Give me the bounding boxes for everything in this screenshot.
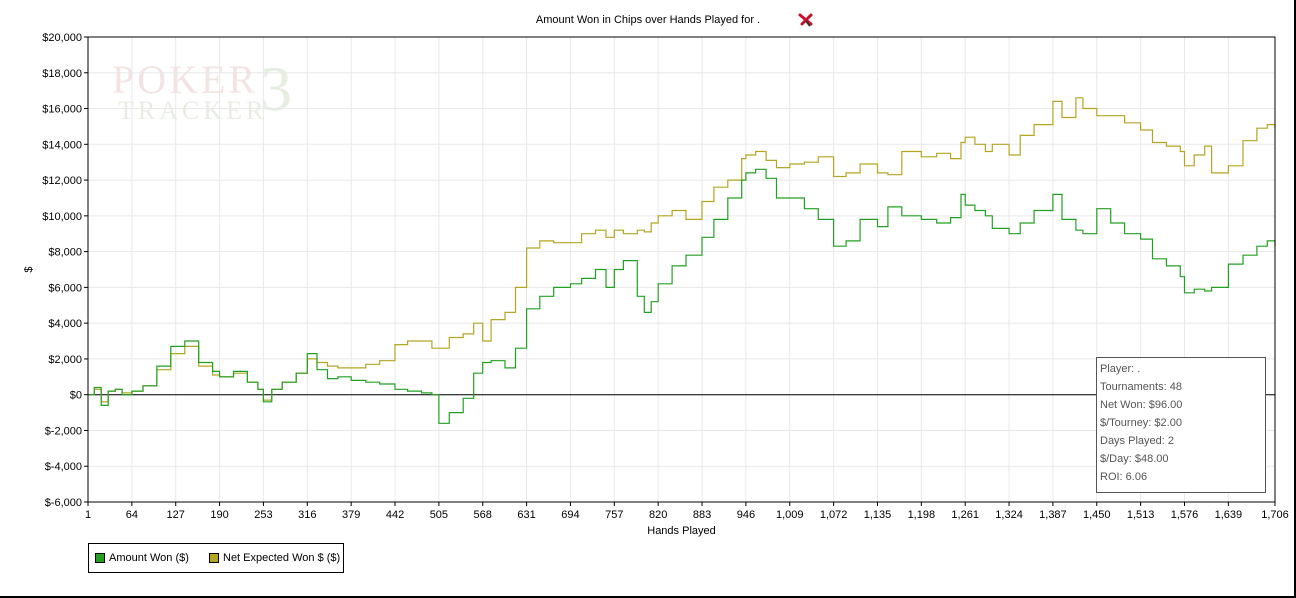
x-tick-label: 1,513 <box>1127 509 1155 521</box>
stat-tournaments: Tournaments: 48 <box>1100 381 1182 393</box>
y-tick-label: $8,000 <box>48 247 82 259</box>
x-tick-label: 190 <box>210 509 228 521</box>
series-line-amount-won <box>88 168 1276 424</box>
x-tick-label: 127 <box>167 509 185 521</box>
x-tick-label: 1,387 <box>1039 509 1067 521</box>
legend-item-amount-won[interactable]: Amount Won ($) <box>95 552 189 564</box>
legend-swatch-net-expected <box>209 553 219 563</box>
legend-item-net-expected[interactable]: Net Expected Won $ ($) <box>209 552 340 564</box>
x-tick-label: 883 <box>693 509 711 521</box>
series-layer <box>88 97 1276 424</box>
x-tick-label: 568 <box>474 509 492 521</box>
y-tick-label: $2,000 <box>48 354 82 366</box>
legend-label-amount-won: Amount Won ($) <box>109 552 189 564</box>
watermark-version: 3 <box>260 53 292 124</box>
y-tick-label: $12,000 <box>42 175 82 187</box>
watermark-tracker: TRACKER <box>118 96 268 125</box>
stat-per-tourney: $/Tourney: $2.00 <box>1100 417 1182 429</box>
x-tick-label: 1,450 <box>1083 509 1111 521</box>
plot-border <box>87 36 1276 503</box>
poker-tracker-watermark: POKER TRACKER 3 <box>112 53 322 130</box>
y-tick-label: $6,000 <box>48 282 82 294</box>
x-tick-label: 1 <box>85 509 91 521</box>
y-tick-label: $16,000 <box>42 104 82 116</box>
x-tick-label: 379 <box>342 509 360 521</box>
x-tick-label: 1,009 <box>776 509 804 521</box>
x-tick-label: 631 <box>517 509 535 521</box>
y-tick-label: $10,000 <box>42 211 82 223</box>
stat-net-won: Net Won: $96.00 <box>1100 399 1183 411</box>
stat-player: Player: . <box>1100 363 1141 375</box>
y-tick-label: $4,000 <box>48 318 82 330</box>
x-tick-label: 316 <box>298 509 316 521</box>
y-axis-label: $ <box>23 266 35 272</box>
stat-days-played: Days Played: 2 <box>1100 435 1174 447</box>
x-tick-label: 1,135 <box>864 509 892 521</box>
x-tick-label: 1,639 <box>1215 509 1243 521</box>
x-tick-label: 1,261 <box>951 509 979 521</box>
player-stats-box: Player: . Tournaments: 48 Net Won: $96.0… <box>1096 357 1266 493</box>
y-tick-label: $14,000 <box>42 139 82 151</box>
x-tick-label: 757 <box>605 509 623 521</box>
x-tick-label: 253 <box>254 509 272 521</box>
y-tick-label: $20,000 <box>42 32 82 44</box>
y-tick-label: $-4,000 <box>45 461 82 473</box>
x-tick-label: 1,198 <box>908 509 936 521</box>
legend-label-net-expected: Net Expected Won $ ($) <box>223 552 341 564</box>
legend: Amount Won ($) Net Expected Won $ ($) <box>88 543 344 573</box>
x-tick-label: 694 <box>561 509 579 521</box>
y-tick-label: $-2,000 <box>45 425 82 437</box>
x-tick-label: 946 <box>737 509 755 521</box>
x-axis-ticks: 1 64 127 190 253 316 379 442 505 568 631 694 757 820 8… <box>85 502 1289 521</box>
x-tick-label: 1,324 <box>995 509 1023 521</box>
red-close-icon[interactable] <box>798 12 814 28</box>
chart-title: Amount Won in Chips over Hands Played fo… <box>535 14 761 26</box>
y-tick-label: $0 <box>70 390 82 402</box>
x-tick-label: 64 <box>126 509 138 521</box>
stat-per-day: $/Day: $48.00 <box>1100 453 1169 465</box>
x-tick-label: 820 <box>649 509 667 521</box>
legend-swatch-amount-won <box>95 553 105 563</box>
y-tick-label: $18,000 <box>42 68 82 80</box>
y-axis-ticks: $-6,000 $-4,000 $-2,000 $0 $2,000 $4,000 $6,00… <box>42 32 88 509</box>
y-tick-label: $-6,000 <box>45 497 82 509</box>
x-tick-label: 1,706 <box>1261 509 1289 521</box>
stat-roi: ROI: 6.06 <box>1100 471 1148 483</box>
x-tick-label: 505 <box>430 509 448 521</box>
x-axis-label: Hands Played <box>647 525 716 537</box>
x-tick-label: 1,576 <box>1171 509 1199 521</box>
x-tick-label: 442 <box>386 509 404 521</box>
x-tick-label: 1,072 <box>820 509 848 521</box>
watermark-poker: POKER <box>112 57 259 102</box>
